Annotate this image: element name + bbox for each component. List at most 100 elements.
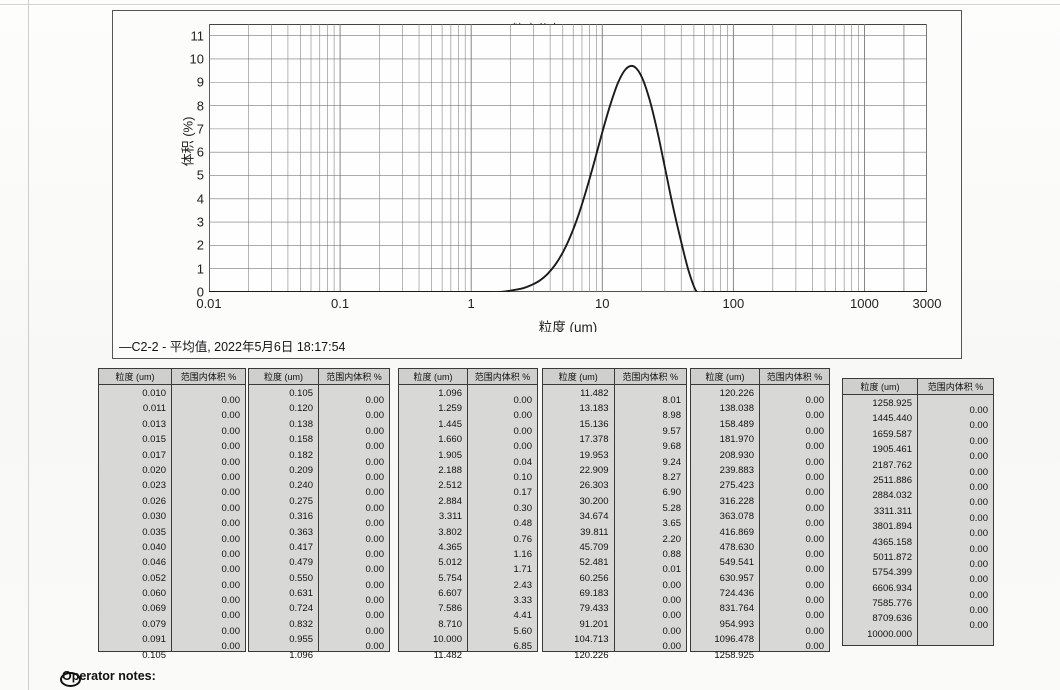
table-cell-size: 120.226	[574, 649, 609, 661]
table-cell-size: 0.105	[289, 388, 313, 399]
table-cell-volume: 0.00	[221, 395, 241, 406]
table-cell-size: 0.631	[289, 588, 313, 600]
table-cell-size: 0.182	[289, 449, 313, 461]
table-cell-size: 363.078	[719, 511, 754, 523]
size-column: 0.010 0.011 0.013 0.015 0.017 0.020 0.023 0.026…	[99, 385, 172, 661]
x-tick-label: 3000	[912, 296, 942, 311]
table-cell-size: 1.259	[438, 403, 462, 415]
table-cell-volume: 0.00	[805, 610, 825, 622]
table-cell-size: 3311.311	[873, 505, 912, 517]
table-cell-volume: 5.60	[513, 625, 533, 637]
table-cell-size: 6.607	[438, 588, 462, 600]
table-cell-size: 0.158	[289, 434, 313, 446]
table-cell-size: 1905.461	[872, 444, 912, 456]
size-column: 11.482 13.183 15.136 17.378 19.953 22.909 26.3…	[543, 385, 615, 661]
table-cell-volume: 1.71	[513, 564, 533, 576]
table-cell-size: 26.303	[579, 480, 609, 492]
table-cell-size: 138.038	[719, 403, 754, 415]
table-cell-volume: 0.00	[365, 502, 385, 514]
table-cell-volume: 0.00	[969, 620, 989, 632]
table-cell-size: 0.026	[142, 495, 166, 507]
table-cell-size: 15.136	[579, 418, 609, 430]
table-cell-size: 0.046	[142, 557, 166, 569]
table-cell-volume: 6.90	[662, 487, 682, 499]
size-column: 120.226 138.038 158.489 181.970 208.930 239.8…	[691, 385, 760, 661]
table-cell-size: 181.970	[719, 434, 754, 446]
table-cell-size: 630.957	[719, 572, 754, 584]
table-cell-volume: 0.00	[513, 395, 533, 406]
table-cell-size: 0.040	[142, 541, 166, 553]
table-cell-volume: 0.00	[365, 518, 385, 530]
table-cell-size: 0.030	[142, 511, 166, 523]
table-cell-volume: 0.00	[969, 435, 989, 447]
table-cell-size: 11.482	[433, 649, 462, 661]
column-header-volume: 范围内体积 %	[927, 382, 984, 392]
volume-column: 0.00 0.00 0.00 0.00 0.00 0.00 0.00 0.00 0.00 0.00…	[319, 385, 389, 652]
table-cell-size: 158.489	[719, 418, 754, 430]
table-cell-size: 831.764	[719, 603, 754, 615]
volume-column: 0.00 0.00 0.00 0.00 0.04 0.10 0.17 0.30 0.48 0.76…	[468, 385, 537, 652]
table-cell-volume: 0.00	[221, 471, 241, 483]
table-cell-volume: 0.00	[969, 574, 989, 586]
table-cell-size: 2.512	[438, 480, 462, 492]
table-cell-size: 0.138	[289, 418, 313, 430]
table-cell-volume: 0.00	[221, 595, 241, 607]
table-cell-size: 52.481	[579, 557, 609, 569]
size-column: 1.096 1.259 1.445 1.660 1.905 2.188 2.512 2.884…	[399, 385, 468, 661]
table-cell-volume: 0.00	[365, 471, 385, 483]
table-cell-volume: 0.00	[365, 564, 385, 576]
column-header-size: 粒度 (um)	[843, 379, 918, 394]
table-cell-volume: 3.33	[513, 595, 533, 607]
table-cell-volume: 2.20	[662, 533, 682, 545]
table-cell-size: 79.433	[579, 603, 609, 615]
size-column: 0.105 0.120 0.138 0.158 0.182 0.209 0.240 0.275…	[249, 385, 319, 661]
table-cell-volume: 9.24	[662, 456, 682, 468]
x-tick-label: 0.01	[196, 296, 222, 311]
table-cell-volume: 0.00	[221, 518, 241, 530]
y-tick-label: 5	[196, 167, 204, 183]
x-tick-label: 10	[595, 296, 610, 311]
y-tick-label: 11	[190, 28, 205, 44]
table-cell-volume: 0.00	[365, 441, 385, 453]
table-cell-size: 10.000	[432, 634, 462, 646]
column-header-size: 粒度 (um)	[543, 369, 615, 384]
table-cell-volume: 8.98	[662, 410, 682, 422]
column-header-volume: 范围内体积 %	[766, 372, 823, 382]
table-cell-volume: 0.00	[805, 595, 825, 607]
table-cell-volume: 0.00	[365, 456, 385, 468]
y-tick-label: 10	[189, 51, 204, 67]
table-cell-volume: 8.27	[662, 471, 682, 483]
table-cell-size: 0.316	[289, 511, 313, 523]
table-cell-volume: 0.00	[805, 625, 825, 637]
table-cell-size: 478.630	[719, 541, 754, 553]
table-cell-size: 0.120	[289, 403, 313, 415]
table-cell-volume: 0.00	[221, 410, 241, 422]
column-header-size: 粒度 (um)	[99, 369, 172, 384]
table-cell-size: 0.479	[289, 557, 313, 569]
table-cell-volume: 1.16	[513, 548, 533, 560]
table-cell-volume: 0.00	[805, 487, 825, 499]
table-cell-size: 19.953	[579, 449, 609, 461]
table-cell-size: 2187.762	[872, 459, 912, 471]
table-cell-size: 1258.925	[872, 398, 912, 409]
table-cell-volume: 6.85	[513, 641, 533, 653]
table-cell-size: 34.674	[579, 511, 609, 523]
table-cell-size: 0.069	[142, 603, 166, 615]
column-header-volume: 范围内体积 %	[326, 372, 382, 382]
table-cell-size: 275.423	[719, 480, 754, 492]
table-cell-volume: 0.00	[805, 502, 825, 514]
table-cell-size: 0.060	[142, 588, 166, 600]
table-cell-size: 0.052	[142, 572, 166, 584]
table-cell-volume: 0.01	[662, 564, 682, 576]
table-cell-size: 7585.776	[872, 598, 912, 610]
table-cell-size: 2.884	[438, 495, 462, 507]
x-tick-label: 1	[467, 296, 475, 311]
y-tick-label: 6	[196, 144, 204, 160]
y-tick-label: 9	[196, 74, 204, 90]
y-tick-label: 2	[196, 237, 204, 253]
table-cell-volume: 0.00	[513, 425, 533, 437]
table-cell-volume: 0.00	[365, 395, 385, 406]
table-cell-volume: 0.00	[513, 410, 533, 422]
table-cell-size: 1.660	[438, 434, 462, 446]
table-cell-volume: 9.57	[662, 425, 682, 437]
